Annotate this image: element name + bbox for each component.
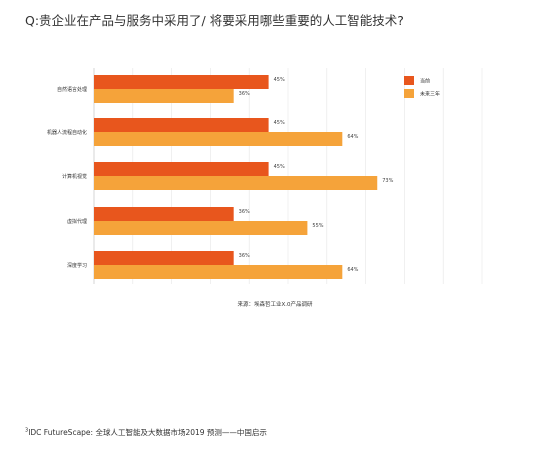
legend-label: 当前 [420,78,430,85]
data-label: 36% [239,209,250,215]
bar [94,176,378,190]
data-label: 45% [274,120,285,126]
category-label: 自然语言处理 [57,86,87,93]
source-note: 来源：埃森哲工业X.0产品调研 [237,302,313,308]
category-label: 机器人流程自动化 [47,129,87,136]
bar [94,221,308,235]
data-label: 64% [347,267,358,273]
footnote: 3IDC FutureScape: 全球人工智能及大数据市场2019 预测——中… [25,427,267,438]
data-label: 45% [274,77,285,83]
data-label: 64% [347,134,358,140]
bar [94,162,269,176]
footnote-mark: 3 [25,427,29,434]
bar [94,265,343,279]
footnote-text: IDC FutureScape: 全球人工智能及大数据市场2019 预测——中国… [28,428,267,437]
bar-group [94,75,378,279]
legend-swatch [404,89,414,98]
chart-title: Q:贵企业在产品与服务中采用了/ 将要采用哪些重要的人工智能技术? [25,13,404,28]
bar [94,132,343,146]
label-group: 自然语言处理 45% 36% 机器人流程自动化 45% 64% 计算机视觉 45% 73% 虚拟代… [47,77,394,273]
bar [94,118,269,132]
category-label: 虚拟代理 [67,218,87,225]
bar [94,207,234,221]
bar [94,89,234,103]
bar [94,75,269,89]
data-label: 55% [312,223,323,229]
data-label: 73% [382,178,393,184]
data-label: 36% [239,91,250,97]
data-label: 45% [274,164,285,170]
data-label: 36% [239,253,250,259]
bar [94,251,234,265]
legend-label: 未来三年 [420,91,440,98]
legend-swatch [404,76,414,85]
category-label: 计算机视觉 [62,173,87,180]
category-label: 深度学习 [67,262,87,269]
